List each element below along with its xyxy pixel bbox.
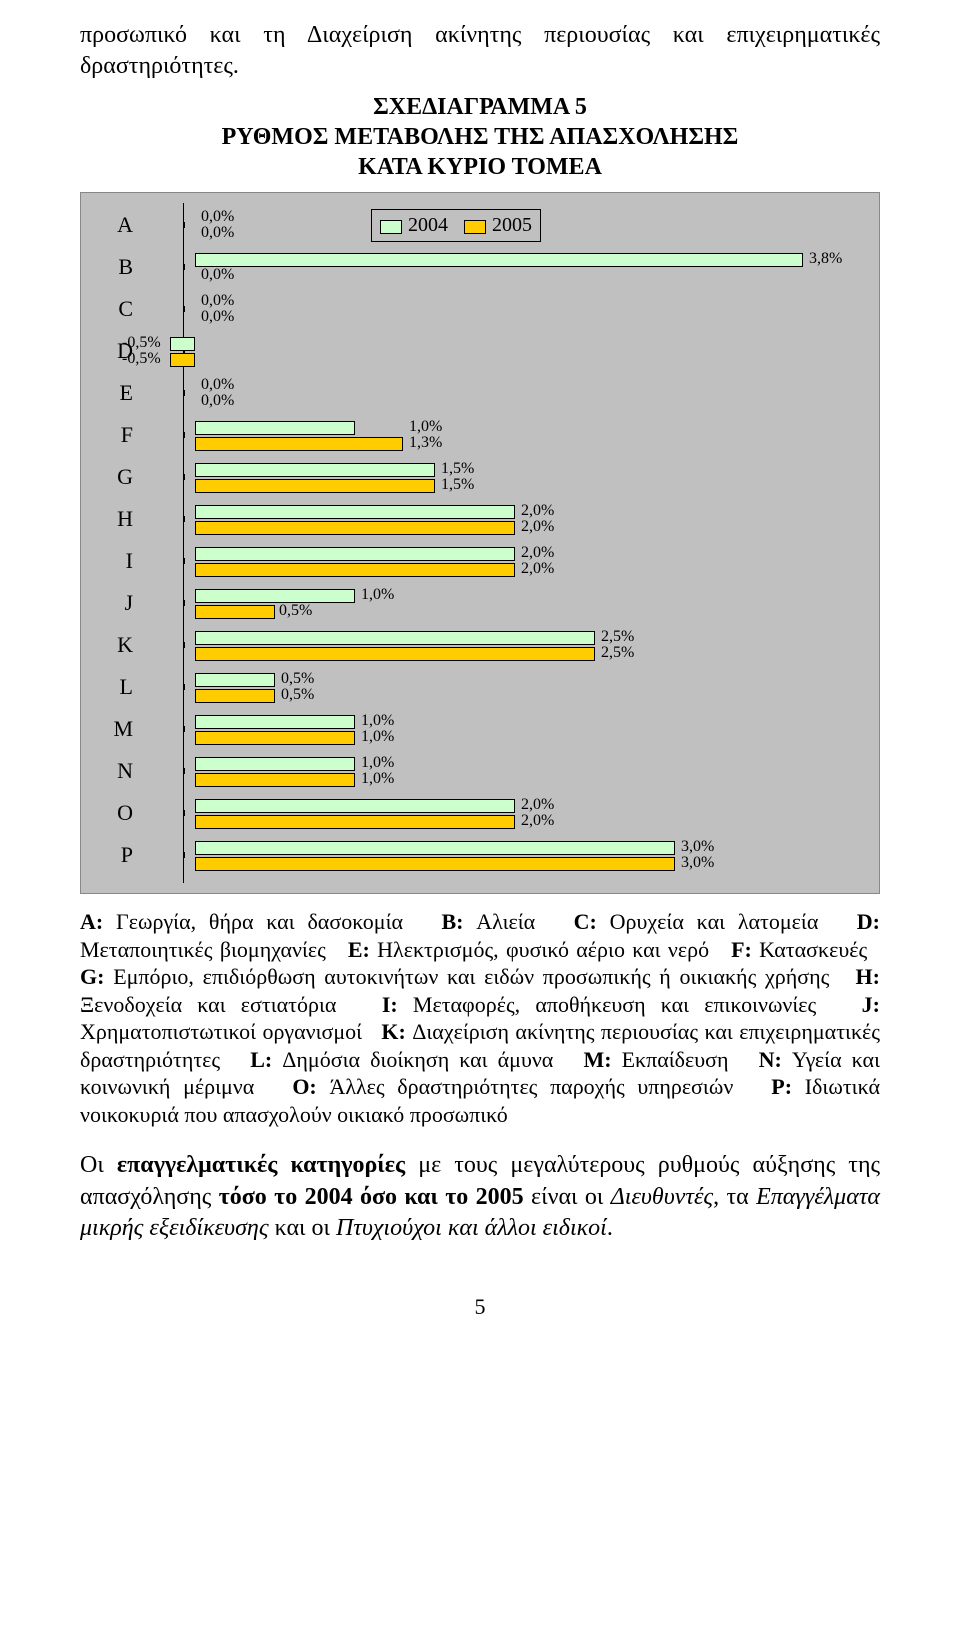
- value-label-2005: 2,0%: [521, 518, 554, 536]
- bar-2004: [195, 631, 595, 645]
- bar-2004: [195, 463, 435, 477]
- value-label-2005: 2,0%: [521, 560, 554, 578]
- value-label-2005: 3,0%: [681, 854, 714, 872]
- value-label-2005: 0,5%: [281, 686, 314, 704]
- chart-row-L: L0,5%0,5%: [143, 667, 859, 707]
- bar-2004: [170, 337, 195, 351]
- chart-title: ΣΧΕΔΙΑΓΡΑΜΜΑ 5 ΡΥΘΜΟΣ ΜΕΤΑΒΟΛΗΣ ΤΗΣ ΑΠΑΣ…: [80, 92, 880, 182]
- bar-2005: [195, 647, 595, 661]
- category-label: C: [99, 289, 133, 329]
- category-label: E: [99, 373, 133, 413]
- value-label-2004: 3,8%: [809, 250, 842, 268]
- closing-text: , τα: [713, 1184, 756, 1210]
- value-label-2004: 1,0%: [361, 586, 394, 604]
- category-label: O: [99, 793, 133, 833]
- category-label: G: [99, 457, 133, 497]
- chart-title-line1: ΣΧΕΔΙΑΓΡΑΜΜΑ 5: [373, 94, 587, 120]
- value-label-2005: 1,3%: [409, 434, 442, 452]
- category-label: H: [99, 499, 133, 539]
- chart-row-G: G1,5%1,5%: [143, 457, 859, 497]
- category-label: I: [99, 541, 133, 581]
- bar-2005: [195, 857, 675, 871]
- value-label-2005: 2,0%: [521, 812, 554, 830]
- closing-paragraph: Οι επαγγελματικές κατηγορίες με τους μεγ…: [80, 1150, 880, 1244]
- bar-2005: [195, 689, 275, 703]
- category-definitions: A: Γεωργία, θήρα και δασοκομία B: Αλιεία…: [80, 908, 880, 1128]
- bar-2004: [195, 715, 355, 729]
- bar-2004: [195, 757, 355, 771]
- chart-row-N: N1,0%1,0%: [143, 751, 859, 791]
- chart-row-M: M1,0%1,0%: [143, 709, 859, 749]
- category-label: A: [99, 205, 133, 245]
- bar-2004: [195, 841, 675, 855]
- category-label: B: [99, 247, 133, 287]
- closing-text: .: [607, 1215, 613, 1241]
- bar-2005: [195, 563, 515, 577]
- value-label-2005: 0,0%: [201, 308, 234, 326]
- value-label-2005: -0,5%: [122, 350, 161, 368]
- chart-row-C: C0,0%0,0%: [143, 289, 859, 329]
- value-label-2005: 0,0%: [201, 224, 234, 242]
- category-label: N: [99, 751, 133, 791]
- bar-2005: [195, 479, 435, 493]
- bar-2004: [195, 253, 803, 267]
- closing-text: και οι: [269, 1215, 336, 1241]
- category-label: J: [99, 583, 133, 623]
- bar-2005: [195, 731, 355, 745]
- category-label: M: [99, 709, 133, 749]
- value-label-2005: 0,0%: [201, 266, 234, 284]
- chart-panel: 2004 2005 A0,0%0,0%B3,8%0,0%C0,0%0,0%D-0…: [80, 192, 880, 894]
- closing-text: είναι οι: [524, 1184, 611, 1210]
- bar-2004: [195, 673, 275, 687]
- value-label-2005: 0,0%: [201, 392, 234, 410]
- value-label-2005: 1,5%: [441, 476, 474, 494]
- value-label-2005: 0,5%: [279, 602, 312, 620]
- bar-2005: [195, 605, 275, 619]
- bar-2005: [195, 437, 403, 451]
- chart-row-K: K2,5%2,5%: [143, 625, 859, 665]
- bar-2005: [195, 815, 515, 829]
- closing-italic: Διευθυντές: [611, 1184, 713, 1210]
- chart-row-J: J1,0%0,5%: [143, 583, 859, 623]
- intro-paragraph: προσωπικό και τη Διαχείριση ακίνητης περ…: [80, 20, 880, 82]
- category-label: K: [99, 625, 133, 665]
- closing-bold: επαγγελματικές κατηγορίες: [117, 1152, 405, 1178]
- category-label: L: [99, 667, 133, 707]
- chart-title-line3: ΚΑΤΑ ΚΥΡΙΟ ΤΟΜΕΑ: [358, 154, 602, 180]
- chart-row-F: F1,0%1,3%: [143, 415, 859, 455]
- chart-row-A: A0,0%0,0%: [143, 205, 859, 245]
- bar-2005: [170, 353, 195, 367]
- bar-2004: [195, 799, 515, 813]
- value-label-2005: 1,0%: [361, 728, 394, 746]
- bar-2004: [195, 547, 515, 561]
- chart-row-O: O2,0%2,0%: [143, 793, 859, 833]
- bar-2004: [195, 421, 355, 435]
- value-label-2005: 1,0%: [361, 770, 394, 788]
- chart-row-H: H2,0%2,0%: [143, 499, 859, 539]
- chart-row-B: B3,8%0,0%: [143, 247, 859, 287]
- closing-bold: τόσο το 2004 όσο και το 2005: [219, 1184, 524, 1210]
- chart-row-P: P3,0%3,0%: [143, 835, 859, 875]
- chart-title-line2: ΡΥΘΜΟΣ ΜΕΤΑΒΟΛΗΣ ΤΗΣ ΑΠΑΣΧΟΛΗΣΗΣ: [222, 124, 739, 150]
- page-number: 5: [80, 1294, 880, 1320]
- category-label: F: [99, 415, 133, 455]
- chart-row-D: D-0,5%-0,5%: [143, 331, 859, 371]
- bar-2005: [195, 773, 355, 787]
- chart-row-E: E0,0%0,0%: [143, 373, 859, 413]
- bar-2004: [195, 505, 515, 519]
- plot-area: 2004 2005 A0,0%0,0%B3,8%0,0%C0,0%0,0%D-0…: [131, 203, 869, 883]
- closing-italic: Πτυχιούχοι και άλλοι ειδικοί: [336, 1215, 607, 1241]
- value-label-2005: 2,5%: [601, 644, 634, 662]
- chart-row-I: I2,0%2,0%: [143, 541, 859, 581]
- bar-2004: [195, 589, 355, 603]
- category-label: P: [99, 835, 133, 875]
- bar-2005: [195, 521, 515, 535]
- closing-text: Οι: [80, 1152, 117, 1178]
